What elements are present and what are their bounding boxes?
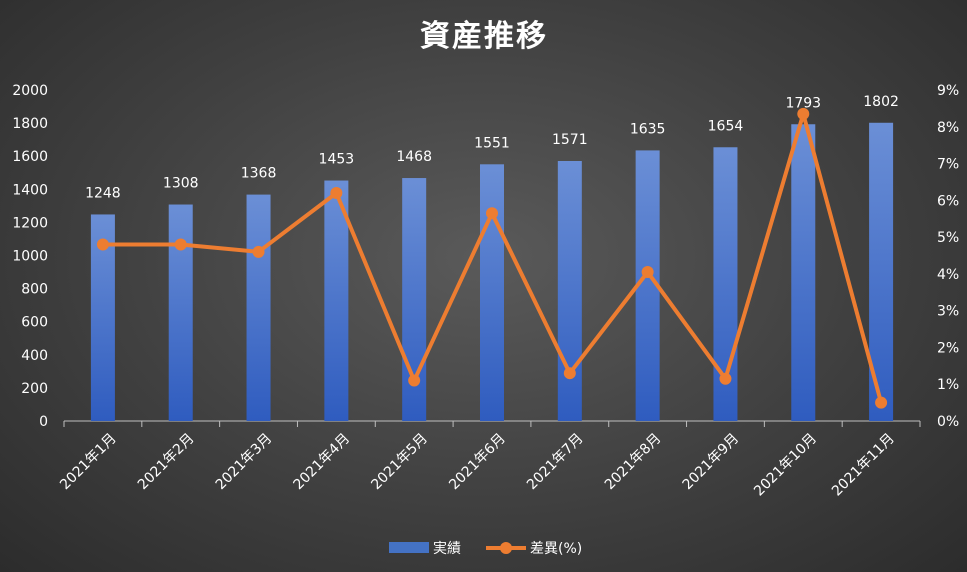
x-tick-label: 2021年10月 [751,431,820,500]
y-right-tick-label: 8% [937,120,959,136]
line-point [875,396,888,409]
y-left-tick-label: 1000 [12,249,48,265]
y-right-tick-label: 1% [937,377,959,393]
x-tick-label: 2021年11月 [829,431,898,500]
bar [324,180,349,421]
y-right-tick-label: 3% [937,304,959,320]
bar [480,164,504,421]
line-point [797,107,810,120]
y-left-tick-label: 1200 [12,215,48,231]
x-tick-label: 2021年8月 [602,431,665,494]
bar-data-label: 1248 [85,185,121,201]
line-point [252,245,265,258]
bar-data-label: 1802 [863,94,899,110]
line-point [174,238,187,251]
x-tick-label: 2021年9月 [680,431,743,494]
line-point [408,374,421,387]
line-point [486,207,498,220]
x-tick-label: 2021年1月 [57,431,120,494]
x-tick-label: 2021年3月 [213,431,276,494]
y-left-tick-label: 2000 [12,83,48,99]
y-left-tick-label: 200 [21,381,48,397]
legend-swatch-marker [500,542,512,554]
y-right-tick-label: 2% [937,340,959,356]
legend-label-line: 差異(%) [530,541,582,557]
bar [246,194,271,421]
y-left-tick-label: 0 [39,414,48,430]
plot-area: 0 200 400 600 800 1000 1200 1400 1600 1800 2000 0% 1… [12,83,959,499]
x-tick-label: 2021年2月 [135,431,198,494]
bar-data-label: 1368 [241,166,277,182]
bar-data-label: 1308 [163,176,199,192]
bar-data-label: 1571 [552,132,588,148]
y-left-tick-label: 400 [21,348,48,364]
y-right-tick-label: 4% [937,267,959,283]
bar [557,160,582,421]
legend-swatch-bar [389,542,429,553]
bar-data-label: 1635 [630,121,666,137]
y-right-tick-label: 9% [937,83,959,99]
x-tick-label: 2021年6月 [446,431,509,494]
line-point [330,186,343,199]
y-left-tick-label: 1600 [12,149,48,165]
y-left-tick-label: 1400 [12,182,48,198]
x-tick-label: 2021年4月 [291,431,354,494]
bar-data-label: 1551 [474,135,510,151]
bar [791,124,816,422]
bar-data-label: 1654 [708,118,744,134]
y-left-tick-label: 800 [21,282,48,298]
legend-label-bar: 実績 [433,541,461,557]
y-right-tick-label: 0% [937,414,959,430]
y-right-tick-label: 5% [937,230,959,246]
y-right-tick-label: 7% [937,157,959,173]
line-point [96,238,109,251]
bar-data-label: 1793 [785,95,821,111]
line-point [641,266,654,279]
bar-data-label: 1453 [319,152,355,168]
line-point [563,367,576,380]
x-tick-label: 2021年5月 [368,431,431,494]
y-right-tick-label: 6% [937,193,959,209]
bar-data-label: 1468 [396,149,432,165]
x-tick-label: 2021年7月 [524,431,587,494]
legend: 実績 差異(%) [389,541,582,557]
y-left-tick-label: 600 [21,315,48,331]
bar [168,204,193,421]
y-left-tick-label: 1800 [12,116,48,132]
line-point [719,372,732,385]
chart-title: 資産推移 [420,19,548,54]
